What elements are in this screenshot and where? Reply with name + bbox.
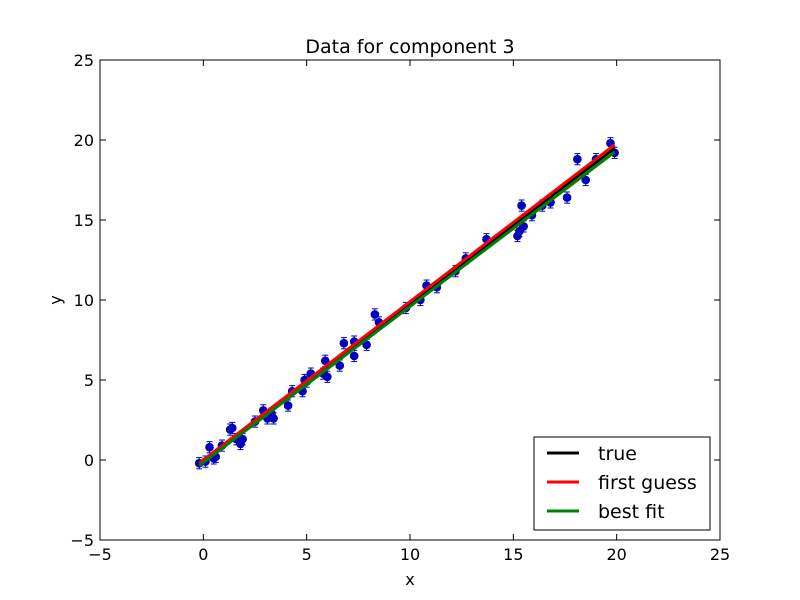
data-point: [335, 361, 345, 370]
legend-label: first guess: [598, 472, 697, 494]
x-tick-label: 10: [400, 545, 420, 564]
data-point: [517, 201, 526, 210]
x-tick-label: 20: [606, 545, 626, 564]
series-line-best-fit: [198, 150, 616, 467]
data-point: [205, 442, 214, 452]
data-point: [339, 338, 349, 348]
y-tick-label: −5: [70, 531, 94, 550]
plot-frame: [99, 59, 721, 541]
y-tick-label: 5: [84, 371, 94, 390]
data-point: [238, 434, 247, 444]
data-point: [269, 414, 278, 423]
data-point: [227, 423, 237, 433]
data-point: [349, 351, 359, 361]
data-point: [581, 175, 590, 185]
x-tick-label: 5: [302, 545, 312, 564]
legend-label: best fit: [598, 501, 665, 523]
data-point: [573, 154, 582, 164]
data-point: [283, 401, 293, 410]
x-tick-label: 15: [503, 545, 523, 564]
x-axis-label: x: [405, 570, 414, 589]
legend: true first guess best fit: [533, 436, 711, 531]
series-line-first-guess: [198, 143, 616, 465]
x-tick-label: 0: [198, 545, 208, 564]
y-tick-label: 20: [74, 131, 94, 150]
y-tick-label: 0: [84, 451, 94, 470]
y-tick-label: 10: [74, 291, 94, 310]
y-tick-label: 15: [74, 211, 94, 230]
legend-label: true: [598, 443, 637, 465]
y-axis-label: y: [46, 295, 65, 304]
chart-title: Data for component 3: [305, 36, 514, 58]
x-tick-label: 25: [710, 545, 730, 564]
x-tick-label: −5: [88, 545, 112, 564]
y-tick-label: 25: [74, 51, 94, 70]
data-point: [562, 193, 572, 202]
data-point: [323, 372, 332, 382]
